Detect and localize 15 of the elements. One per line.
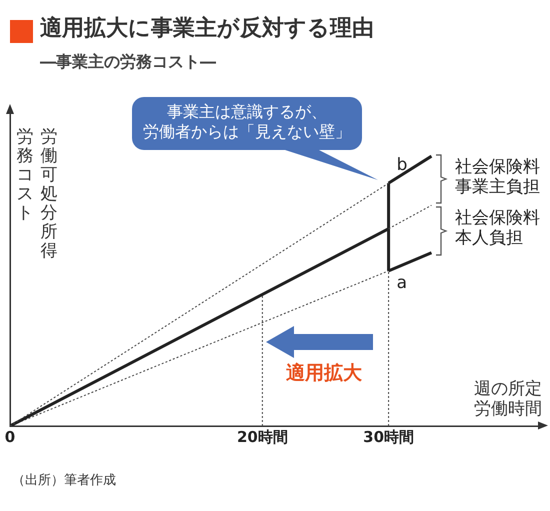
text: （出所）筆者作成 (12, 473, 116, 489)
x-tick-label: 30時間 (363, 428, 414, 446)
annotation: a (396, 272, 407, 293)
text: 労働可処分所得労務コスト (16, 127, 58, 261)
chart-subtitle: ―事業主の労務コスト― (40, 52, 216, 72)
text: 事業主は意識するが、 (166, 102, 328, 122)
x-axis-title: 週の所定労働時間 (473, 379, 542, 420)
annotation: b (396, 155, 408, 176)
x-tick-label: 0 (4, 428, 16, 446)
text: 労働者からは「見えない壁」 (142, 122, 352, 142)
x-tick-label: 20時間 (236, 428, 288, 446)
annotation: 社会保険料本人負担 (455, 208, 541, 248)
annotation: 社会保険料事業主負担 (455, 157, 541, 198)
annotation: 適用拡大 (286, 362, 362, 385)
chart-title: 適用拡大に事業主が反対する理由 (40, 16, 374, 42)
